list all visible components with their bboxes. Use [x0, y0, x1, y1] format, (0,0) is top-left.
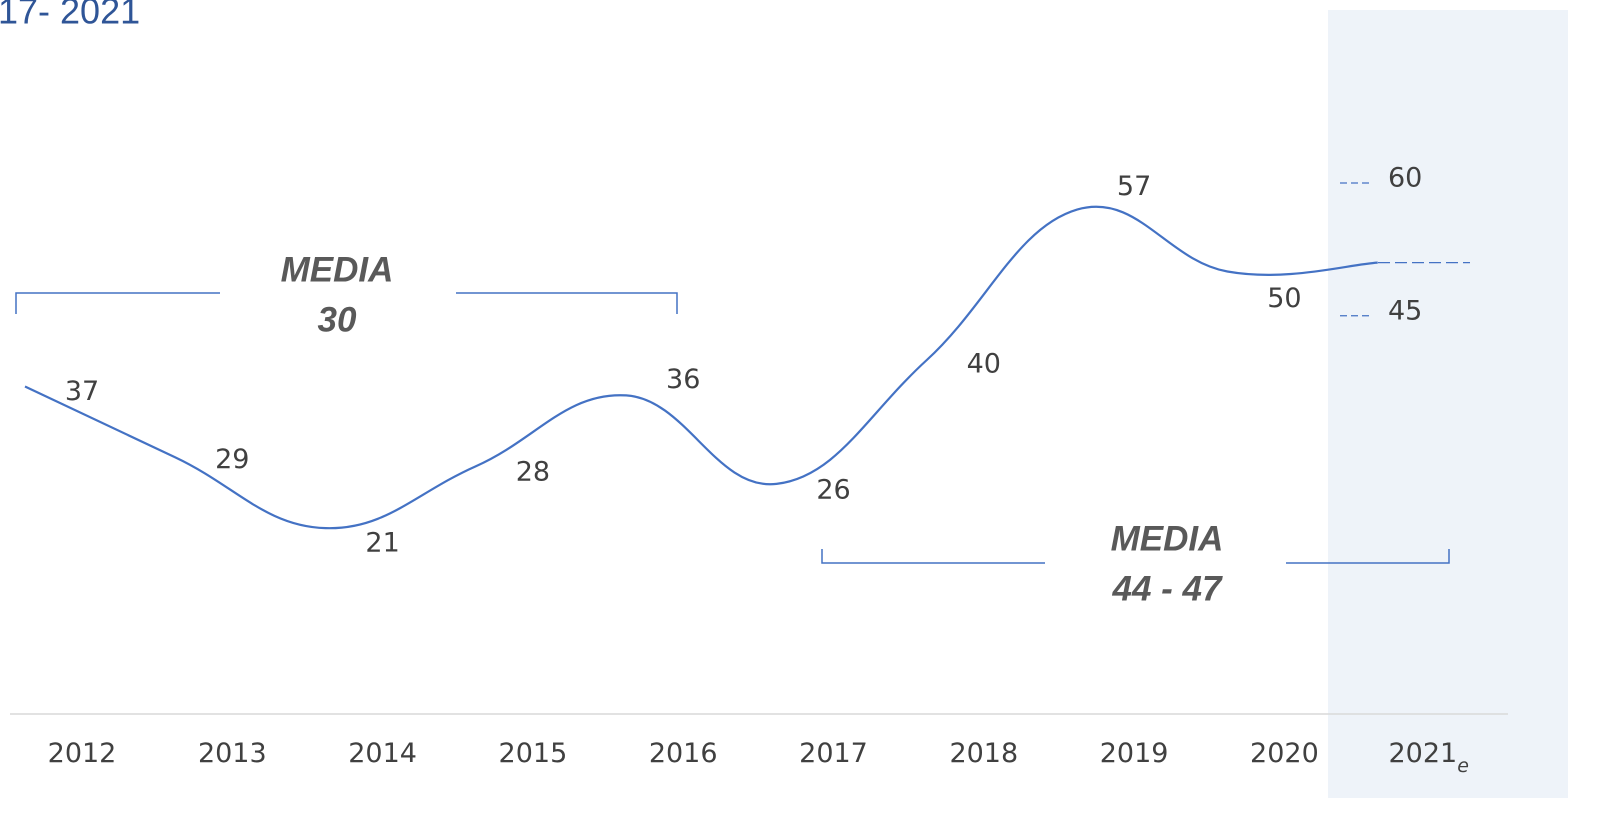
data-label: 29 — [215, 444, 249, 475]
x-tick-label: 2021e — [1388, 738, 1468, 777]
data-label: 28 — [516, 457, 550, 488]
forecast-band — [1328, 10, 1568, 798]
annotation: 30 — [318, 300, 357, 339]
estimate-label: 60 — [1388, 163, 1422, 194]
data-label: 50 — [1267, 283, 1301, 314]
x-tick-text: 2013 — [198, 738, 267, 769]
annotation: MEDIA — [281, 250, 394, 289]
x-tick-label: 2017 — [799, 738, 868, 769]
x-tick-label: 2019 — [1100, 738, 1169, 769]
x-tick-label: 2016 — [649, 738, 718, 769]
x-tick-text: 2020 — [1250, 738, 1319, 769]
data-label: 40 — [967, 349, 1001, 380]
x-tick-label: 2013 — [198, 738, 267, 769]
x-tick-text: 2015 — [499, 738, 568, 769]
x-tick-label: 2015 — [499, 738, 568, 769]
x-tick-text: 2014 — [348, 738, 417, 769]
data-label: 57 — [1117, 171, 1151, 202]
x-tick-label: 2012 — [48, 738, 117, 769]
x-tick-text: 2012 — [48, 738, 117, 769]
data-label: 36 — [666, 364, 700, 395]
bracket — [821, 549, 1450, 564]
data-label: 26 — [816, 474, 850, 505]
x-tick-label: 2018 — [949, 738, 1018, 769]
x-tick-label: 2014 — [348, 738, 417, 769]
data-label: 21 — [365, 528, 399, 559]
annotation: 44 - 47 — [1112, 569, 1223, 608]
x-tick-text: 2021 — [1388, 738, 1457, 769]
chart-title: 17- 2021 — [0, 0, 140, 32]
x-tick-text: 2019 — [1100, 738, 1169, 769]
estimate-label: 45 — [1388, 295, 1422, 326]
x-tick-text: 2018 — [949, 738, 1018, 769]
x-tick-label: 2020 — [1250, 738, 1319, 769]
annotation: MEDIA — [1111, 519, 1224, 558]
x-tick-text: 2016 — [649, 738, 718, 769]
estimate-mark: e — [1457, 755, 1469, 777]
data-label: 37 — [65, 376, 99, 407]
bracket — [15, 292, 678, 314]
line — [24, 205, 1378, 530]
x-tick-text: 2017 — [799, 738, 868, 769]
